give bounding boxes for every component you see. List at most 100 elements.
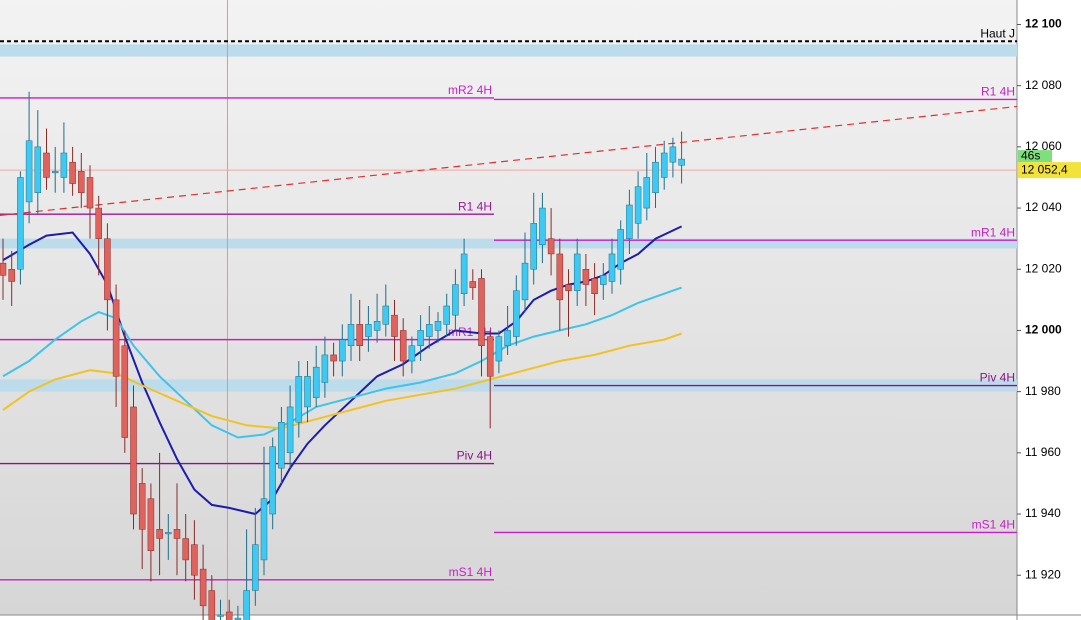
candle-body — [339, 339, 346, 362]
candle-body — [678, 158, 685, 166]
moving-average — [2, 332, 682, 430]
candle-body — [373, 321, 381, 331]
candle-body — [260, 498, 268, 561]
candle-body — [199, 568, 207, 607]
candle-body — [556, 253, 564, 301]
candle — [582, 253, 590, 306]
level-label: R1 4H — [981, 85, 1015, 99]
candle — [434, 312, 442, 343]
candle — [417, 315, 424, 362]
axis-background — [1017, 0, 1081, 620]
candle-body — [278, 421, 285, 469]
candle-body — [434, 321, 442, 331]
candle-body — [138, 483, 146, 530]
candle-body — [182, 538, 189, 561]
candle — [34, 110, 42, 215]
candle — [121, 330, 129, 453]
candle — [260, 446, 268, 576]
candle — [0, 238, 7, 300]
level-label: Piv 4H — [980, 371, 1015, 385]
candle-body — [78, 171, 85, 194]
timer-label: 46s — [1021, 148, 1040, 162]
y-tick-label: 12 100 — [1025, 17, 1062, 31]
candle-body — [469, 281, 477, 288]
candle — [339, 324, 346, 377]
candle — [69, 146, 76, 196]
candle-body — [643, 177, 651, 209]
candle — [321, 336, 329, 398]
y-tick-label: 11 980 — [1025, 384, 1061, 398]
candle — [573, 238, 581, 306]
candle — [678, 131, 685, 184]
y-tick-label: 11 920 — [1025, 567, 1061, 581]
candle — [478, 269, 485, 377]
candle — [626, 189, 633, 254]
candle-body — [669, 146, 677, 163]
y-tick-label: 12 060 — [1025, 139, 1062, 153]
candle-body — [147, 498, 155, 551]
candle-body — [17, 177, 24, 270]
candle — [600, 263, 607, 300]
candle-body — [321, 354, 329, 383]
candle — [43, 128, 50, 190]
candle — [130, 385, 137, 530]
candle — [147, 483, 155, 582]
candle — [660, 140, 668, 190]
trendline — [0, 105, 1018, 216]
candle-body — [617, 229, 624, 270]
candle-body — [304, 376, 311, 408]
candle-body — [191, 544, 198, 576]
candle — [669, 137, 677, 178]
candle-body — [660, 152, 668, 178]
candle-body — [382, 305, 390, 325]
y-tick-label: 12 020 — [1025, 261, 1062, 275]
candle — [643, 152, 651, 221]
candle-body — [608, 253, 616, 282]
candle-body — [234, 617, 242, 620]
candle — [460, 238, 468, 306]
candle — [138, 468, 146, 570]
candle-body — [165, 532, 172, 535]
level-label: R1 4H — [458, 199, 492, 213]
candle — [286, 385, 294, 469]
candle — [156, 452, 163, 576]
candle — [652, 146, 659, 209]
candle-body — [330, 354, 337, 362]
candle-body — [286, 406, 294, 454]
candle-body — [269, 446, 276, 515]
candle — [165, 514, 172, 560]
candle-body — [521, 262, 529, 301]
candle-body — [652, 161, 659, 194]
candle — [504, 305, 511, 355]
y-tick-label: 11 940 — [1025, 506, 1061, 520]
candle — [399, 318, 407, 377]
y-tick-label: 12 040 — [1025, 200, 1062, 214]
level-label: mS1 4H — [449, 565, 492, 579]
candle-body — [452, 284, 459, 316]
candle — [304, 361, 311, 423]
candle — [365, 305, 372, 352]
candle-body — [121, 345, 129, 438]
candle-body — [225, 611, 233, 620]
candle-body — [443, 305, 450, 325]
candle — [391, 299, 398, 362]
candle — [78, 152, 85, 209]
candle-body — [513, 290, 520, 337]
candle-body — [539, 207, 546, 246]
candle — [25, 91, 33, 224]
candle-body — [626, 204, 633, 239]
candle — [539, 192, 546, 264]
y-tick-label: 12 000 — [1025, 323, 1062, 337]
candle-body — [25, 140, 33, 203]
candle — [373, 293, 381, 343]
candle — [243, 529, 250, 620]
candle-body — [399, 330, 407, 362]
candle-body — [365, 324, 372, 337]
candle — [408, 336, 416, 374]
candle — [382, 284, 390, 337]
candle — [86, 165, 94, 239]
candle — [356, 299, 363, 362]
candle-body — [547, 238, 555, 255]
y-tick-label: 12 080 — [1025, 78, 1062, 92]
